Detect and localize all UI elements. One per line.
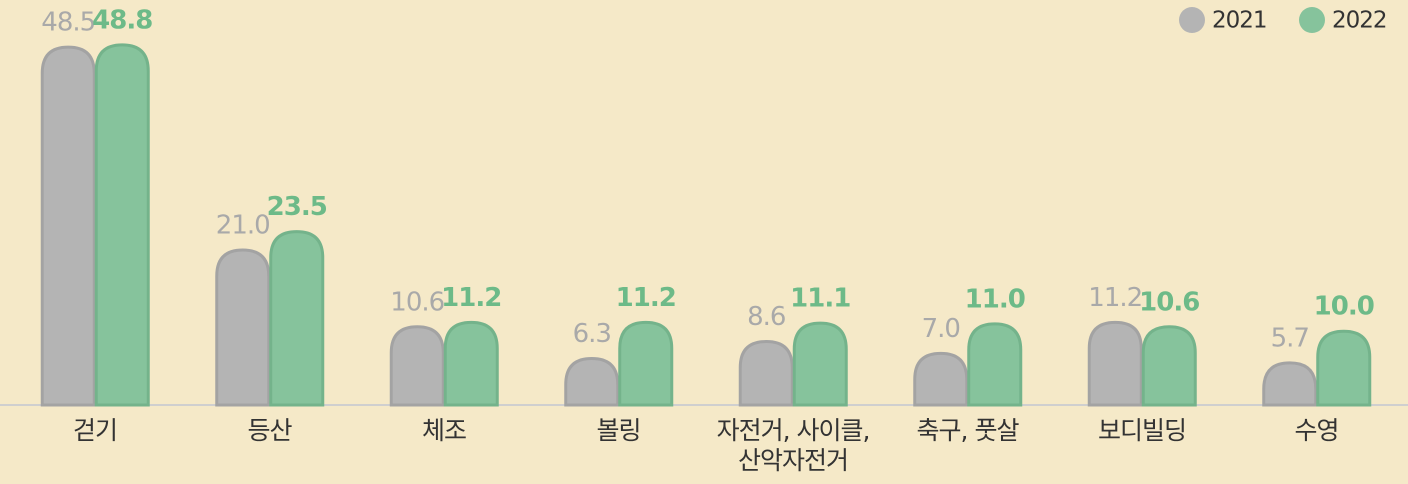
data-label: 5.7: [1271, 323, 1309, 353]
data-label: 21.0: [216, 211, 270, 241]
legend-label: 2021: [1212, 8, 1267, 34]
x-tick-label: 축구, 풋살: [916, 416, 1020, 445]
bar: [269, 230, 325, 407]
bar: [389, 325, 445, 407]
data-label: 11.0: [965, 284, 1025, 314]
x-tick-label: 등산: [247, 416, 292, 445]
x-tick-label: 자전거, 사이클, 산악자전거: [716, 416, 871, 475]
bar: [1087, 320, 1143, 407]
bar: [1316, 329, 1372, 407]
data-label: 48.5: [41, 8, 95, 38]
legend-label: 2022: [1332, 8, 1387, 34]
x-tick-label: 걷기: [72, 416, 118, 445]
data-label: 23.5: [267, 192, 327, 222]
data-label: 6.3: [573, 319, 611, 349]
data-label: 48.8: [92, 5, 152, 35]
bar: [1262, 361, 1318, 407]
x-tick-label: 체조: [421, 416, 467, 445]
bar: [564, 357, 620, 407]
data-label: 10.6: [1139, 287, 1199, 317]
bar: [738, 340, 794, 407]
bar: [967, 322, 1023, 407]
bar: [913, 351, 969, 407]
bar: [792, 321, 848, 407]
bar: [215, 248, 271, 407]
legend-swatch: [1299, 7, 1325, 33]
data-label: 7.0: [922, 314, 960, 344]
x-tick-label: 볼링: [596, 416, 641, 445]
data-label: 11.2: [1088, 283, 1142, 313]
data-label: 8.6: [747, 302, 785, 332]
bar: [94, 43, 150, 407]
bar: [443, 320, 499, 407]
bar: [1141, 325, 1197, 407]
x-tick-label: 보디빌딩: [1097, 416, 1187, 445]
data-label: 11.2: [441, 283, 501, 313]
data-label: 11.1: [790, 284, 850, 314]
bar: [618, 320, 674, 407]
data-label: 10.6: [390, 287, 444, 317]
data-label: 11.2: [616, 283, 676, 313]
x-tick-label: 수영: [1294, 416, 1339, 445]
data-label: 10.0: [1314, 292, 1374, 322]
legend-swatch: [1179, 7, 1205, 33]
bar: [40, 45, 96, 407]
